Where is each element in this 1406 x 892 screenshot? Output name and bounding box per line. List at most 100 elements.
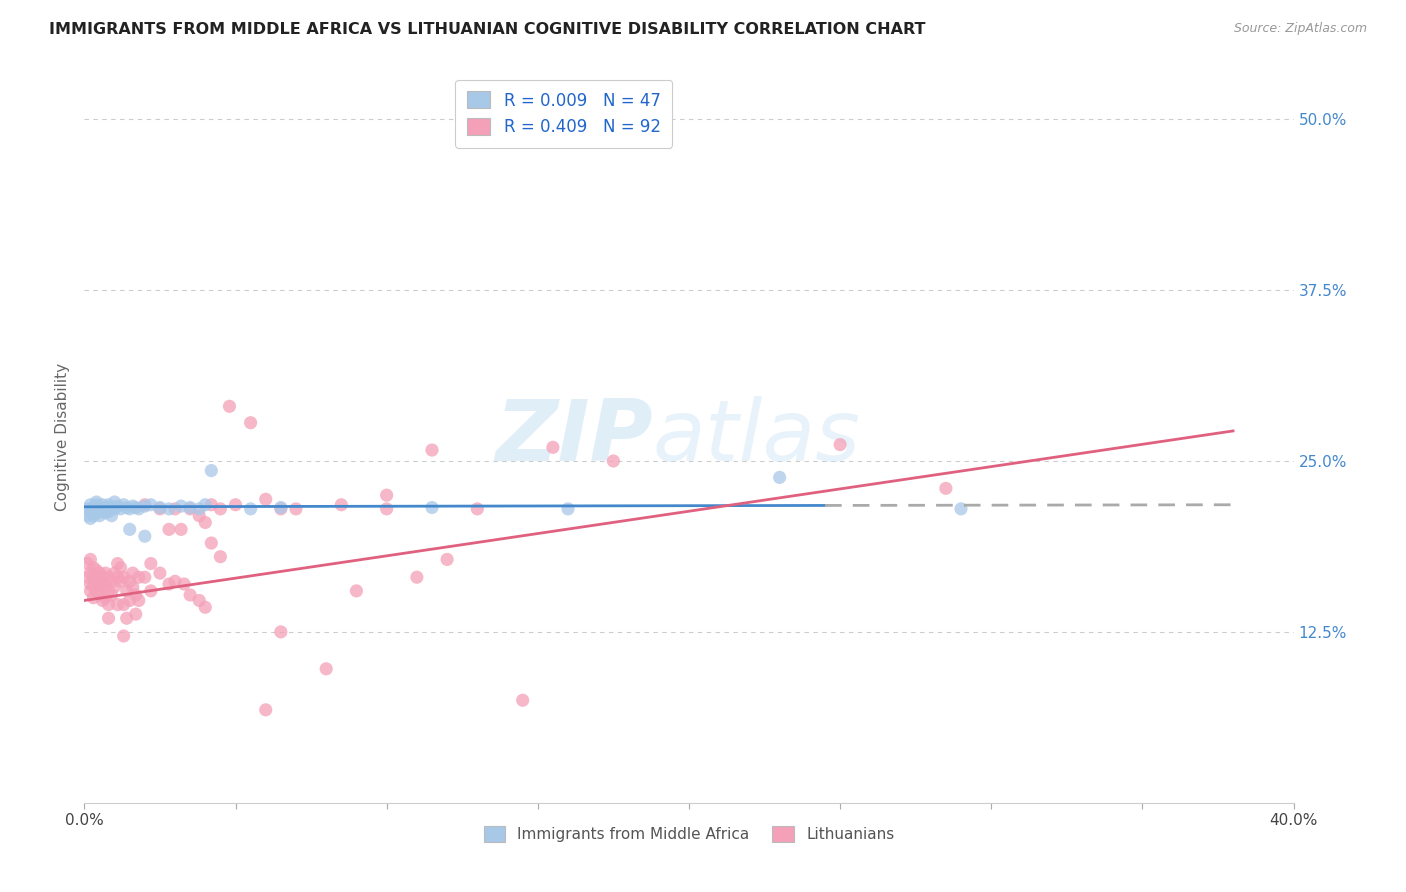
Point bbox=[79, 511, 101, 525]
Point bbox=[134, 499, 156, 513]
Point bbox=[436, 552, 458, 566]
Point bbox=[270, 500, 292, 515]
Point bbox=[125, 588, 148, 602]
Point bbox=[97, 570, 120, 584]
Point bbox=[118, 574, 141, 589]
Point bbox=[107, 598, 129, 612]
Point bbox=[139, 583, 162, 598]
Point bbox=[97, 498, 120, 512]
Point bbox=[118, 522, 141, 536]
Point bbox=[179, 588, 201, 602]
Point bbox=[315, 662, 337, 676]
Point bbox=[86, 583, 108, 598]
Legend: Immigrants from Middle Africa, Lithuanians: Immigrants from Middle Africa, Lithuania… bbox=[477, 819, 901, 850]
Point bbox=[112, 570, 135, 584]
Point bbox=[112, 598, 135, 612]
Point bbox=[107, 570, 129, 584]
Point bbox=[94, 577, 117, 591]
Point bbox=[157, 577, 180, 591]
Point bbox=[82, 591, 104, 605]
Point bbox=[179, 501, 201, 516]
Point bbox=[375, 488, 398, 502]
Point bbox=[110, 501, 132, 516]
Point bbox=[91, 593, 114, 607]
Point bbox=[76, 508, 98, 523]
Text: atlas: atlas bbox=[652, 395, 860, 479]
Point bbox=[239, 416, 262, 430]
Point bbox=[830, 437, 852, 451]
Point bbox=[100, 500, 122, 515]
Point bbox=[239, 501, 262, 516]
Point bbox=[128, 501, 150, 516]
Point bbox=[188, 508, 211, 523]
Point bbox=[121, 580, 143, 594]
Point bbox=[86, 498, 108, 512]
Point bbox=[82, 560, 104, 574]
Point bbox=[115, 500, 138, 515]
Point bbox=[218, 400, 240, 414]
Point bbox=[188, 501, 211, 516]
Point bbox=[134, 529, 156, 543]
Point bbox=[950, 501, 973, 516]
Point bbox=[165, 574, 187, 589]
Point bbox=[86, 563, 108, 577]
Point bbox=[115, 583, 138, 598]
Point bbox=[346, 583, 368, 598]
Point bbox=[107, 499, 129, 513]
Point bbox=[118, 501, 141, 516]
Point bbox=[200, 536, 222, 550]
Text: IMMIGRANTS FROM MIDDLE AFRICA VS LITHUANIAN COGNITIVE DISABILITY CORRELATION CHA: IMMIGRANTS FROM MIDDLE AFRICA VS LITHUAN… bbox=[49, 22, 925, 37]
Point bbox=[209, 501, 232, 516]
Point bbox=[149, 501, 172, 516]
Point bbox=[157, 522, 180, 536]
Point bbox=[79, 566, 101, 581]
Point bbox=[541, 440, 564, 454]
Point bbox=[100, 574, 122, 589]
Point bbox=[104, 566, 127, 581]
Point bbox=[91, 503, 114, 517]
Point bbox=[125, 607, 148, 621]
Point bbox=[270, 624, 292, 639]
Point bbox=[139, 557, 162, 571]
Point bbox=[121, 499, 143, 513]
Point bbox=[97, 583, 120, 598]
Point bbox=[97, 611, 120, 625]
Point bbox=[76, 570, 98, 584]
Point bbox=[173, 577, 195, 591]
Point bbox=[179, 500, 201, 515]
Point bbox=[285, 501, 308, 516]
Point bbox=[330, 498, 353, 512]
Point bbox=[91, 570, 114, 584]
Point bbox=[86, 506, 108, 520]
Point bbox=[557, 501, 579, 516]
Point bbox=[89, 566, 111, 581]
Point bbox=[110, 574, 132, 589]
Point bbox=[134, 570, 156, 584]
Point bbox=[91, 580, 114, 594]
Point bbox=[97, 598, 120, 612]
Point bbox=[254, 703, 277, 717]
Point bbox=[125, 500, 148, 515]
Point bbox=[100, 508, 122, 523]
Point bbox=[94, 500, 117, 515]
Point bbox=[79, 577, 101, 591]
Point bbox=[112, 629, 135, 643]
Point bbox=[79, 583, 101, 598]
Point bbox=[82, 508, 104, 523]
Point bbox=[194, 600, 217, 615]
Point bbox=[149, 566, 172, 581]
Point bbox=[82, 580, 104, 594]
Point bbox=[118, 593, 141, 607]
Point bbox=[194, 498, 217, 512]
Point bbox=[76, 557, 98, 571]
Point bbox=[139, 498, 162, 512]
Point bbox=[602, 454, 624, 468]
Point bbox=[420, 443, 443, 458]
Point bbox=[79, 505, 101, 519]
Point bbox=[107, 557, 129, 571]
Point bbox=[225, 498, 247, 512]
Point bbox=[935, 481, 957, 495]
Point bbox=[89, 508, 111, 523]
Point bbox=[91, 498, 114, 512]
Point bbox=[104, 495, 127, 509]
